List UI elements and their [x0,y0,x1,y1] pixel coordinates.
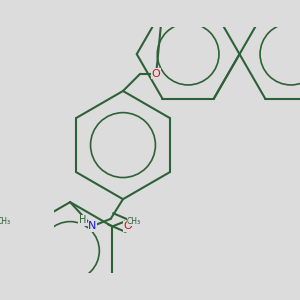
Text: CH₃: CH₃ [0,217,11,226]
Text: CH₃: CH₃ [127,217,141,226]
Text: H: H [79,215,86,225]
Text: O: O [152,69,161,79]
Text: O: O [124,221,132,231]
Text: N: N [88,221,96,231]
